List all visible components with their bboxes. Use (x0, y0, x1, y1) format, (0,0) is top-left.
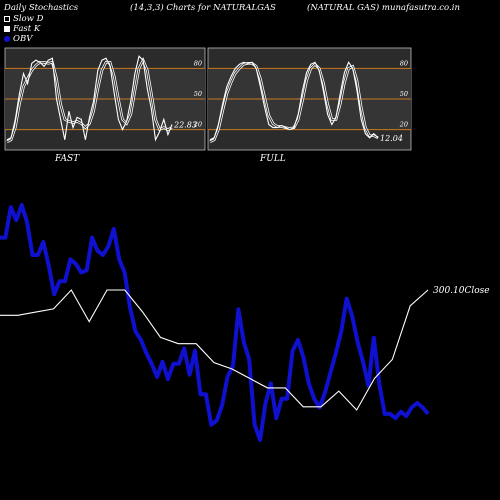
legend-obv-label: OBV (13, 34, 33, 44)
fast-slow-d-line (6, 58, 173, 143)
fast-k-swatch-icon (4, 26, 10, 32)
full-panel-title: FULL (259, 154, 286, 164)
obv-line (0, 203, 430, 442)
full-fast-k-line (209, 61, 379, 141)
fast-level-label: 80 (194, 59, 202, 67)
fast-level-label: 20 (193, 121, 202, 129)
fast-level-label: 50 (194, 90, 202, 98)
chart-header-left: Daily Stochastics (4, 3, 79, 13)
close-line (0, 289, 429, 411)
full-level-label: 50 (400, 90, 408, 98)
close-last-value-label: 300.10Close (433, 286, 490, 296)
legend-fast-k-label: Fast K (13, 24, 41, 34)
obv-swatch-icon (4, 36, 10, 42)
full-level-label: 80 (400, 59, 408, 67)
legend-slow-d-label: Slow D (13, 14, 44, 24)
fast-fast-k-line (6, 55, 173, 142)
chart-header-center: (14,3,3) Charts for NATURALGAS (130, 3, 276, 13)
slow-d-swatch-icon (4, 16, 10, 22)
fast-last-value-label: 22.83 (173, 121, 197, 130)
full-last-value-label: 12.04 (380, 134, 403, 143)
fast-panel-title: FAST (54, 154, 80, 164)
full-level-label: 20 (399, 121, 408, 129)
legend-slow-d: Slow D (4, 14, 43, 24)
legend-fast-k: Fast K (4, 24, 40, 34)
legend-obv: OBV (4, 34, 32, 44)
chart-header-right: (NATURAL GAS) munafasutra.co.in (307, 3, 460, 13)
